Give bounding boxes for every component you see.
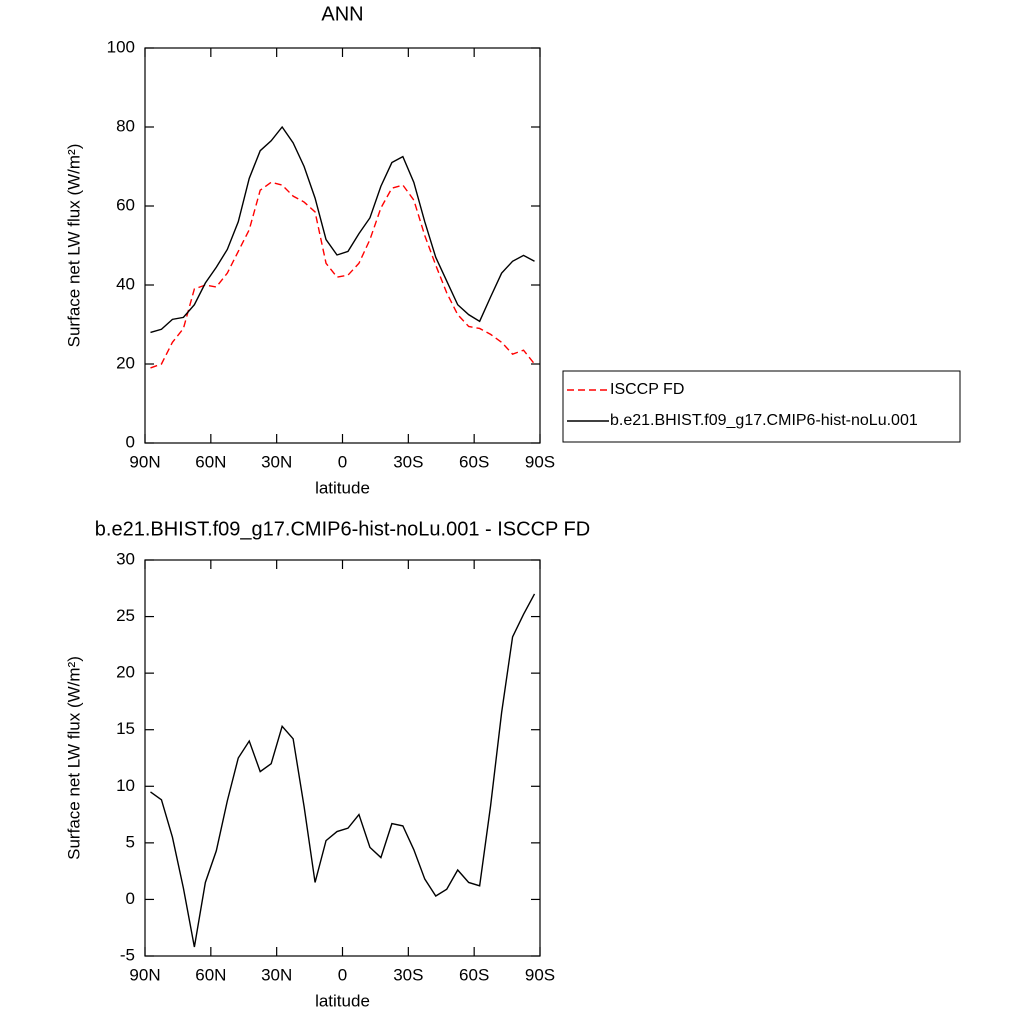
x-tick-label: 60S [459,452,489,471]
chart-title: ANN [321,3,363,25]
y-tick-label: 25 [116,606,135,625]
x-tick-label: 60N [195,965,226,984]
x-axis-label: latitude [315,478,370,497]
x-axis-label: latitude [315,991,370,1010]
x-tick-label: 30S [393,452,423,471]
y-tick-label: 60 [116,195,135,214]
y-tick-label: 20 [116,663,135,682]
x-tick-label: 90S [525,965,555,984]
x-tick-label: 0 [338,452,347,471]
y-axis-label: Surface net LW flux (W/m²) [64,656,83,860]
y-tick-label: 80 [116,116,135,135]
legend-label: ISCCP FD [610,381,684,398]
y-tick-label: 20 [116,353,135,372]
legend-box [562,370,961,443]
x-tick-label: 90N [129,452,160,471]
y-tick-label: 100 [107,37,135,56]
plot-frame [144,559,541,957]
y-tick-label: 5 [126,832,135,851]
legend-label: b.e21.BHIST.f09_g17.CMIP6-hist-noLu.001 [610,412,918,429]
data-line [150,593,536,948]
x-tick-label: 90S [525,452,555,471]
data-line [150,125,535,334]
x-tick-label: 30N [261,965,292,984]
y-tick-label: 0 [126,889,135,908]
y-tick-label: 10 [116,776,135,795]
y-axis-label: Surface net LW flux (W/m²) [64,144,83,348]
plot-frame [144,47,541,444]
y-tick-label: -5 [120,945,135,964]
y-tick-label: 40 [116,274,135,293]
y-tick-label: 15 [116,719,135,738]
x-tick-label: 0 [338,965,347,984]
x-tick-label: 60N [195,452,226,471]
x-tick-label: 30N [261,452,292,471]
chart-title: b.e21.BHIST.f09_g17.CMIP6-hist-noLu.001 … [95,518,590,540]
data-line [150,181,536,369]
x-tick-label: 30S [393,965,423,984]
y-tick-label: 30 [116,549,135,568]
x-tick-label: 60S [459,965,489,984]
x-tick-label: 90N [129,965,160,984]
y-tick-label: 0 [126,432,135,451]
